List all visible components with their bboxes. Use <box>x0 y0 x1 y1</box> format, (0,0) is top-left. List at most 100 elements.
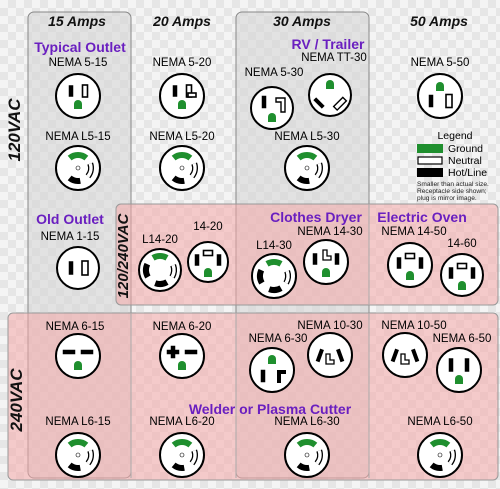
legend-hot-swatch <box>417 168 443 177</box>
hot-arc <box>296 462 310 471</box>
group-welder: Welder or Plasma Cutter <box>189 401 352 417</box>
receptacle-face <box>138 248 182 292</box>
hot-slot-x <box>260 369 266 383</box>
ground-pin-icon <box>322 268 330 277</box>
legend-ground-swatch <box>417 144 443 153</box>
hot-arc <box>171 175 185 184</box>
receptacle-label: 14-60 <box>447 238 476 250</box>
hot-arc <box>171 462 185 471</box>
group-old-outlet: Old Outlet <box>36 211 104 227</box>
hot-slot <box>68 261 74 275</box>
ground-pin-icon <box>204 268 212 277</box>
receptacle-14-60: 14-60 <box>440 238 484 297</box>
ground-pin-icon <box>178 100 186 109</box>
hot-slot-y <box>277 370 286 383</box>
hot-slot <box>428 94 434 108</box>
receptacle-nema-tt-30: NEMA TT-30 <box>301 52 367 117</box>
receptacle-label: NEMA 6-20 <box>153 321 212 333</box>
neutral-slot <box>332 96 348 112</box>
receptacle-label: NEMA L5-20 <box>149 131 214 143</box>
hot-arc-x <box>143 262 151 279</box>
receptacle-face <box>250 86 294 130</box>
neutral-arc-inner <box>448 449 455 465</box>
neutral-slot <box>404 252 416 260</box>
group-electric-oven: Electric Oven <box>377 209 467 225</box>
receptacle-face <box>303 239 349 285</box>
center-dot <box>179 452 185 458</box>
ground-arc-icon <box>171 152 193 161</box>
center-dot <box>437 452 443 458</box>
hot-slot-x <box>194 254 200 266</box>
row-label-240vac: 240VAC <box>7 368 26 433</box>
ground-arc-icon <box>67 152 89 161</box>
hot-arc-x <box>257 268 265 285</box>
hot-slot <box>68 85 74 97</box>
neutral-arc-inner <box>170 264 176 278</box>
group-clothes-dryer: Clothes Dryer <box>270 209 362 225</box>
neutral-arc-inner <box>284 270 290 284</box>
receptacle-label: NEMA 14-50 <box>381 226 446 238</box>
neutral-slot <box>81 84 89 98</box>
ground-pin-icon <box>458 281 466 290</box>
ground-arc-icon <box>151 253 169 261</box>
receptacle-face <box>55 333 101 379</box>
legend-note-1: Smaller than actual size. <box>417 181 489 188</box>
receptacle-nema-l5-15: NEMA L5-15 <box>45 131 111 191</box>
ground-arc-icon <box>67 439 89 448</box>
hot-slot <box>261 95 267 109</box>
hot-slot <box>313 97 325 109</box>
hot-slot-x <box>390 348 399 363</box>
receptacle-label: NEMA 10-30 <box>297 320 362 332</box>
receptacle-label: NEMA 1-15 <box>41 231 100 243</box>
hot-slot-x <box>315 348 324 363</box>
receptacle-label: NEMA 14-30 <box>297 226 362 238</box>
receptacle-14-20: 14-20 <box>187 221 229 283</box>
receptacle-label: NEMA TT-30 <box>301 52 367 64</box>
receptacle-nema-10-30: NEMA 10-30 <box>297 320 363 378</box>
receptacle-label: NEMA L6-15 <box>45 416 110 428</box>
receptacle-face <box>159 73 205 119</box>
legend: Legend Ground Neutral Hot/Line Smaller t… <box>417 130 489 202</box>
legend-neutral-swatch <box>417 156 443 165</box>
hot-slot-x <box>448 358 454 372</box>
receptacle-face <box>249 347 295 393</box>
receptacle-label: 14-20 <box>193 221 222 233</box>
ground-pin-icon <box>455 375 463 384</box>
receptacle-nema-5-50: NEMA 5-50 <box>411 57 469 119</box>
legend-hot-label: Hot/Line <box>448 167 487 179</box>
neutral-arc-inner <box>315 162 322 178</box>
receptacle-label: NEMA 6-50 <box>433 333 492 345</box>
ground-arc-icon <box>171 439 193 448</box>
receptacle-nema-14-50: NEMA 14-50 <box>381 226 447 288</box>
legend-neutral-label: Neutral <box>448 155 482 167</box>
hot-arc <box>296 175 310 184</box>
hot-slot-x <box>312 253 318 265</box>
receptacle-face <box>251 253 297 299</box>
column-header-20a: 20 Amps <box>152 13 211 29</box>
receptacle-label: L14-30 <box>256 240 292 252</box>
hot-slot-y <box>184 349 198 355</box>
receptacle-nema-10-50: NEMA 10-50 <box>381 320 447 378</box>
receptacle-label: NEMA 10-50 <box>381 320 446 332</box>
ground-arc-icon <box>296 152 318 161</box>
hot-slot-x <box>62 349 76 355</box>
receptacle-nema-5-20: NEMA 5-20 <box>153 57 211 119</box>
hot-arc <box>67 175 81 184</box>
group-rv-trailer: RV / Trailer <box>292 36 365 52</box>
receptacle-nema-6-30: NEMA 6-30 <box>249 333 307 393</box>
receptacle-label: NEMA 5-15 <box>49 57 108 69</box>
neutral-arc-inner <box>190 162 197 178</box>
receptacle-nema-l5-30: NEMA L5-30 <box>274 131 340 191</box>
receptacle-nema-14-30: NEMA 14-30 <box>297 226 363 285</box>
neutral-slot <box>445 93 453 109</box>
receptacle-l14-20: L14-20 <box>138 234 182 292</box>
group-typical-outlet: Typical Outlet <box>34 39 126 55</box>
receptacle-nema-5-15: NEMA 5-15 <box>49 57 108 119</box>
ground-pin-icon <box>406 271 414 280</box>
neutral-slot <box>456 262 468 270</box>
receptacle-nema-l6-15: NEMA L6-15 <box>45 416 111 478</box>
hot-arc <box>67 462 81 471</box>
receptacle-face <box>55 73 101 119</box>
legend-note-2: Receptacle side shown; <box>417 188 487 195</box>
ground-pin-icon <box>436 82 444 91</box>
